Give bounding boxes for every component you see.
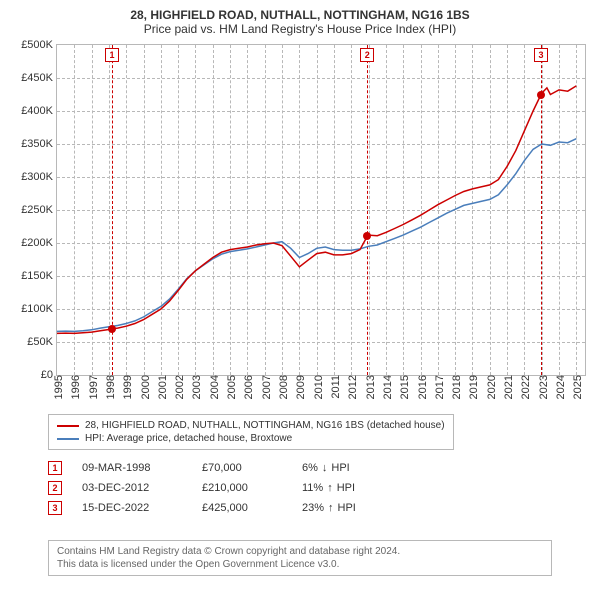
series-property bbox=[57, 86, 576, 334]
chart-subtitle: Price paid vs. HM Land Registry's House … bbox=[0, 22, 600, 36]
series-hpi bbox=[57, 139, 576, 332]
sales-row-date: 03-DEC-2012 bbox=[82, 482, 182, 494]
sales-row: 2 03-DEC-2012 £210,000 11% ↑ HPI bbox=[48, 478, 402, 498]
sales-row: 1 09-MAR-1998 £70,000 6% ↓HPI bbox=[48, 458, 402, 478]
delta-label: HPI bbox=[338, 502, 356, 514]
x-tick-label: 1995 bbox=[49, 375, 65, 399]
y-tick-label: £300K bbox=[21, 171, 57, 183]
footer-line-2: This data is licensed under the Open Gov… bbox=[57, 558, 543, 571]
sales-row-marker: 1 bbox=[48, 461, 62, 475]
x-tick-label: 2002 bbox=[170, 375, 186, 399]
y-tick-label: £150K bbox=[21, 270, 57, 282]
x-tick-label: 2022 bbox=[516, 375, 532, 399]
x-tick-label: 1996 bbox=[66, 375, 82, 399]
footer-attribution: Contains HM Land Registry data © Crown c… bbox=[48, 540, 552, 576]
footer-line-1: Contains HM Land Registry data © Crown c… bbox=[57, 545, 543, 558]
x-tick-label: 1998 bbox=[101, 375, 117, 399]
sale-point bbox=[363, 232, 371, 240]
x-tick-label: 2020 bbox=[482, 375, 498, 399]
sales-row-marker: 2 bbox=[48, 481, 62, 495]
chart-root: { "title": "28, HIGHFIELD ROAD, NUTHALL,… bbox=[0, 0, 600, 590]
y-tick-label: £200K bbox=[21, 237, 57, 249]
delta-label: HPI bbox=[331, 462, 349, 474]
x-tick-label: 2008 bbox=[274, 375, 290, 399]
legend-swatch bbox=[57, 438, 79, 440]
x-tick-label: 1997 bbox=[84, 375, 100, 399]
x-tick-label: 2006 bbox=[239, 375, 255, 399]
x-tick-label: 2010 bbox=[309, 375, 325, 399]
x-tick-label: 2016 bbox=[413, 375, 429, 399]
x-tick-label: 2015 bbox=[395, 375, 411, 399]
y-tick-label: £50K bbox=[27, 336, 57, 348]
plot-area: £0£50K£100K£150K£200K£250K£300K£350K£400… bbox=[56, 44, 586, 376]
x-tick-label: 2001 bbox=[153, 375, 169, 399]
y-tick-label: £450K bbox=[21, 72, 57, 84]
y-tick-label: £500K bbox=[21, 39, 57, 51]
sales-row: 3 15-DEC-2022 £425,000 23% ↑ HPI bbox=[48, 498, 402, 518]
sales-row-date: 09-MAR-1998 bbox=[82, 462, 182, 474]
sales-row-delta: 6% ↓HPI bbox=[302, 462, 402, 474]
sales-row-price: £210,000 bbox=[202, 482, 282, 494]
sales-row-price: £70,000 bbox=[202, 462, 282, 474]
delta-pct: 23% bbox=[302, 502, 324, 514]
x-tick-label: 2021 bbox=[499, 375, 515, 399]
y-tick-label: £250K bbox=[21, 204, 57, 216]
sales-row-date: 15-DEC-2022 bbox=[82, 502, 182, 514]
x-tick-label: 2023 bbox=[534, 375, 550, 399]
x-tick-label: 2007 bbox=[257, 375, 273, 399]
x-tick-label: 2019 bbox=[464, 375, 480, 399]
x-tick-label: 2013 bbox=[361, 375, 377, 399]
sale-point bbox=[108, 325, 116, 333]
x-tick-label: 2025 bbox=[568, 375, 584, 399]
x-tick-label: 2017 bbox=[430, 375, 446, 399]
x-tick-label: 2009 bbox=[291, 375, 307, 399]
x-tick-label: 2018 bbox=[447, 375, 463, 399]
arrow-up-icon: ↑ bbox=[327, 482, 333, 494]
x-tick-label: 2000 bbox=[136, 375, 152, 399]
delta-label: HPI bbox=[337, 482, 355, 494]
legend-label: 28, HIGHFIELD ROAD, NUTHALL, NOTTINGHAM,… bbox=[85, 420, 445, 431]
sale-point bbox=[537, 91, 545, 99]
chart-title: 28, HIGHFIELD ROAD, NUTHALL, NOTTINGHAM,… bbox=[0, 8, 600, 22]
legend-item: 28, HIGHFIELD ROAD, NUTHALL, NOTTINGHAM,… bbox=[57, 419, 445, 432]
delta-pct: 6% bbox=[302, 462, 318, 474]
x-tick-label: 2024 bbox=[551, 375, 567, 399]
x-tick-label: 2003 bbox=[187, 375, 203, 399]
arrow-up-icon: ↑ bbox=[328, 502, 334, 514]
y-tick-label: £400K bbox=[21, 105, 57, 117]
arrow-down-icon: ↓ bbox=[322, 462, 328, 474]
delta-pct: 11% bbox=[302, 482, 323, 494]
series-svg bbox=[57, 45, 585, 375]
y-tick-label: £100K bbox=[21, 303, 57, 315]
y-tick-label: £350K bbox=[21, 138, 57, 150]
sales-row-delta: 23% ↑ HPI bbox=[302, 502, 402, 514]
x-tick-label: 2011 bbox=[326, 375, 342, 399]
legend: 28, HIGHFIELD ROAD, NUTHALL, NOTTINGHAM,… bbox=[48, 414, 454, 450]
sales-table: 109-MAR-1998£70,0006%↓HPI203-DEC-2012£21… bbox=[48, 458, 402, 518]
title-block: 28, HIGHFIELD ROAD, NUTHALL, NOTTINGHAM,… bbox=[0, 0, 600, 36]
x-tick-label: 1999 bbox=[118, 375, 134, 399]
sales-row-price: £425,000 bbox=[202, 502, 282, 514]
x-tick-label: 2012 bbox=[343, 375, 359, 399]
legend-item: HPI: Average price, detached house, Brox… bbox=[57, 432, 445, 445]
x-tick-label: 2004 bbox=[205, 375, 221, 399]
legend-swatch bbox=[57, 425, 79, 427]
x-tick-label: 2014 bbox=[378, 375, 394, 399]
x-tick-label: 2005 bbox=[222, 375, 238, 399]
legend-label: HPI: Average price, detached house, Brox… bbox=[85, 433, 292, 444]
sales-row-marker: 3 bbox=[48, 501, 62, 515]
sales-row-delta: 11% ↑ HPI bbox=[302, 482, 402, 494]
